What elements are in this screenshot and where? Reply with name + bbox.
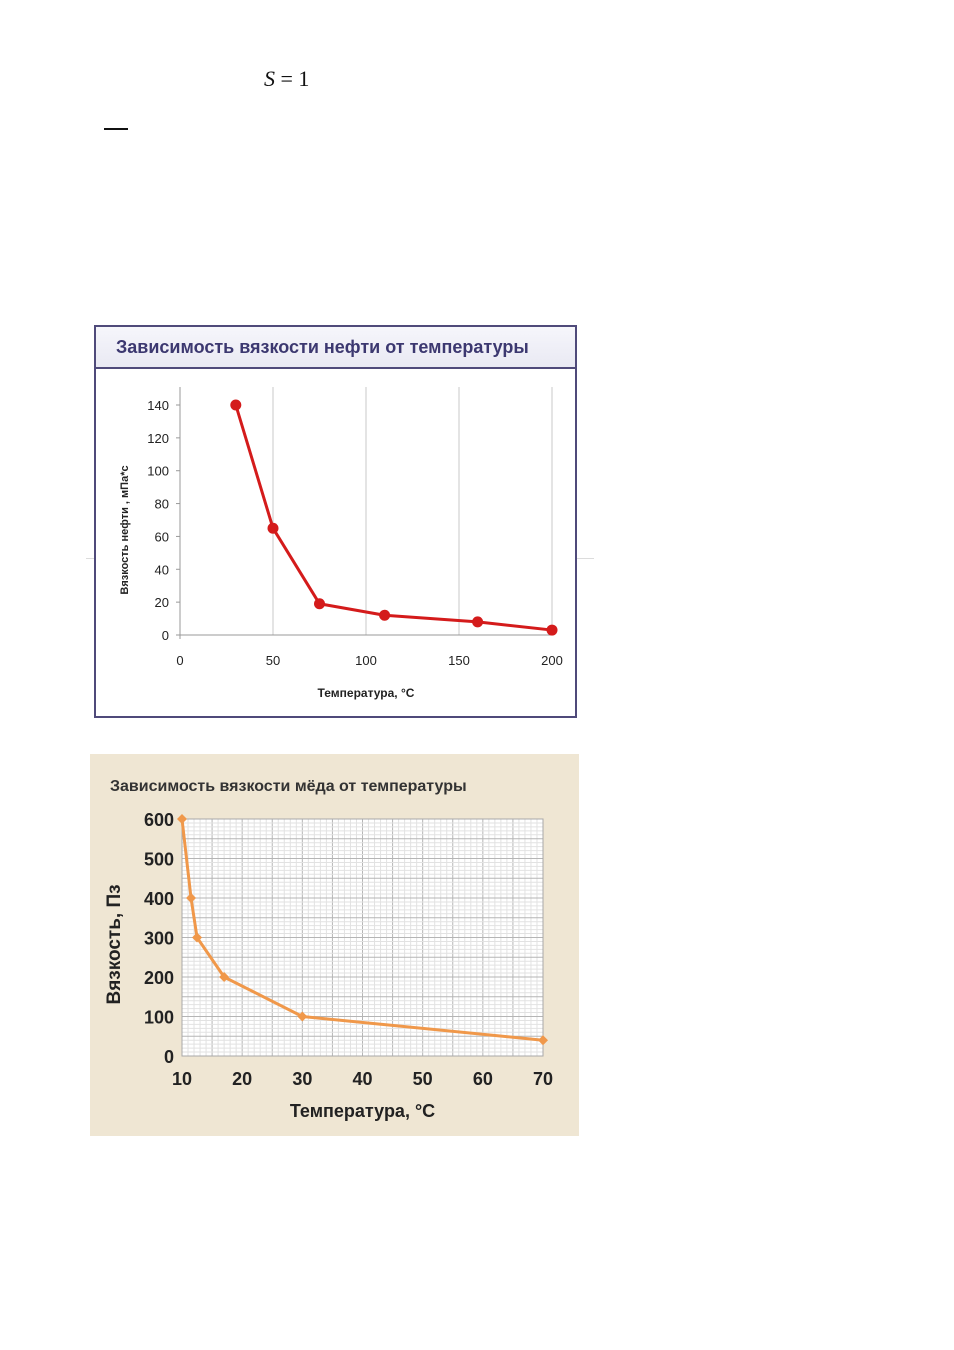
x-tick-label: 50: [266, 653, 280, 668]
data-point: [314, 598, 325, 610]
y-tick-label: 600: [144, 810, 174, 830]
y-tick-label: 60: [155, 529, 169, 544]
x-tick-label: 150: [448, 653, 470, 668]
x-tick-label: 30: [292, 1069, 312, 1089]
honey-chart-plot: 0 100 200 300 400 500 600 10 20 30 40 50 60 70 Темпера…: [104, 810, 553, 1121]
y-tick-label: 0: [164, 1047, 174, 1067]
y-tick-label: 400: [144, 889, 174, 909]
y-tick-label: 80: [155, 497, 169, 512]
x-axis-label: Температура, °С: [318, 686, 415, 700]
honey-chart-title: Зависимость вязкости мёда от температуры: [110, 778, 467, 795]
data-point: [297, 1011, 308, 1022]
data-point: [267, 522, 279, 534]
data-point: [192, 932, 203, 943]
plot-border: [181, 818, 544, 1057]
data-point: [546, 624, 558, 636]
x-tick-label: 10: [172, 1069, 192, 1089]
x-tick-label: 70: [533, 1069, 553, 1089]
y-tick-label: 140: [147, 398, 169, 413]
data-point: [379, 609, 391, 621]
x-tick-label: 50: [413, 1069, 433, 1089]
y-axis-label: Вязкость, Пз: [104, 884, 125, 1004]
formula-variable: S: [264, 66, 275, 91]
formula: S = 1: [264, 66, 309, 92]
x-tick-label: 20: [232, 1069, 252, 1089]
y-tick-label: 40: [155, 562, 169, 577]
data-point: [538, 1035, 548, 1046]
dash-mark: [104, 128, 128, 130]
data-point: [472, 616, 484, 628]
series-line: [234, 404, 553, 632]
y-tick-label: 120: [147, 431, 169, 446]
oil-viscosity-chart: Зависимость вязкости нефти от температур…: [94, 325, 577, 718]
data-point: [219, 972, 230, 982]
data-point: [177, 814, 187, 824]
x-tick-label: 100: [355, 653, 377, 668]
y-tick-label: 20: [155, 595, 169, 610]
y-axis-label: Вязкость нефти , мПа*с: [119, 465, 131, 594]
y-tick-label: 100: [144, 1008, 174, 1028]
y-tick-label: 500: [144, 850, 174, 870]
x-tick-label: 60: [473, 1069, 493, 1089]
x-tick-label: 0: [176, 653, 183, 668]
x-tick-label: 40: [352, 1069, 372, 1089]
honey-viscosity-chart: 0 100 200 300 400 500 600 10 20 30 40 50 60 70 Темпера…: [90, 754, 579, 1136]
oil-chart-title: Зависимость вязкости нефти от температур…: [96, 327, 575, 369]
formula-value: = 1: [275, 66, 310, 91]
y-tick-label: 200: [144, 968, 174, 988]
y-tick-label: 300: [144, 929, 174, 949]
data-point: [186, 893, 197, 903]
y-tick-label: 0: [162, 628, 169, 643]
series-line: [180, 818, 544, 1042]
x-axis-label: Температура, °С: [290, 1101, 435, 1121]
data-point: [230, 399, 242, 411]
oil-chart-plot: 0 20 40 60 80 100 120 140 0 50 100 150 200 Температур…: [119, 387, 563, 700]
y-tick-label: 100: [147, 464, 169, 479]
x-tick-label: 200: [541, 653, 563, 668]
